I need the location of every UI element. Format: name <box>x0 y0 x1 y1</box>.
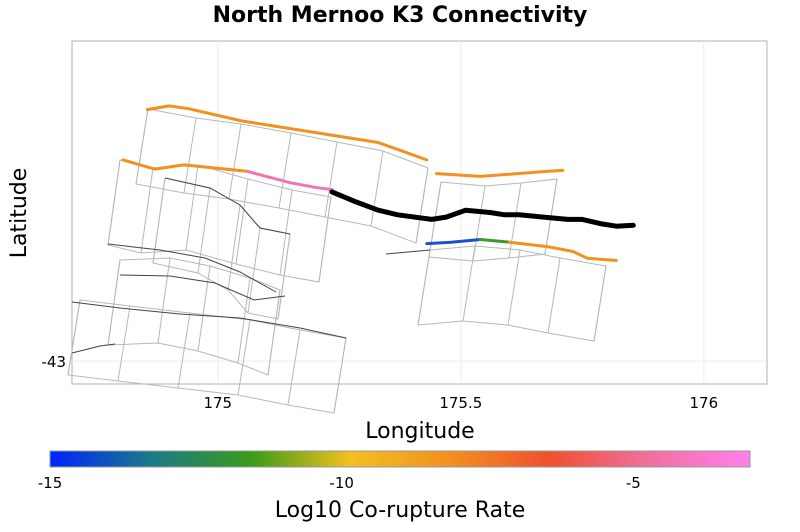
fault-outline-segment <box>185 164 199 251</box>
fault-outline-segment <box>318 196 332 283</box>
chart-title: North Mernoo K3 Connectivity <box>213 3 588 28</box>
colorbar-ticks: -15 -10 -5 <box>38 474 641 492</box>
fault-outline-segment <box>507 249 521 326</box>
connected-trace-0 <box>145 104 429 162</box>
fault-outline-segment <box>370 150 384 227</box>
fault-outline-segment <box>547 257 561 334</box>
connected-trace-2 <box>245 169 334 192</box>
unconnected-trace-0 <box>164 177 291 235</box>
fault-outline-segment <box>508 182 522 259</box>
fault-outline-segment <box>247 227 261 314</box>
connected-trace-6 <box>507 240 618 262</box>
fault-outline-segment <box>267 289 281 376</box>
connected-fault-traces <box>121 104 618 262</box>
x-axis-ticks: 175 175.5 176 <box>203 394 718 412</box>
connected-trace-3 <box>435 168 565 178</box>
unconnected-fault-traces <box>71 177 431 354</box>
fault-outline-segment <box>415 167 429 244</box>
fault-outline-segment <box>67 299 81 376</box>
x-tick-label-1: 175.5 <box>439 394 482 412</box>
unconnected-trace-4 <box>71 343 116 354</box>
colorbar-label: Log10 Co-rupture Rate <box>275 498 526 523</box>
y-axis-label: Latitude <box>7 168 32 259</box>
plot-background <box>71 40 768 385</box>
target-fault-trace <box>329 189 636 229</box>
y-axis-ticks: -43 <box>42 353 67 371</box>
fault-outline-segment <box>117 305 131 382</box>
fault-outline-segment <box>237 277 251 364</box>
fault-outline-segment <box>333 337 347 414</box>
fault-outline-segment <box>279 189 293 276</box>
colorbar <box>49 450 751 468</box>
fault-outline-segment <box>228 123 242 200</box>
fault-outline-segment <box>197 187 211 274</box>
fault-outline-segment <box>277 233 291 320</box>
target-fault <box>329 189 636 229</box>
connected-trace-1 <box>121 158 249 173</box>
fault-outline-segment <box>107 159 121 246</box>
colorbar-tick-label-0: -15 <box>38 474 63 492</box>
fault-outline-segment <box>235 178 249 265</box>
fault-outline-segment <box>197 265 211 352</box>
fault-outline-segment <box>462 245 476 322</box>
unconnected-trace-2 <box>119 274 286 301</box>
fault-outline-segment <box>135 108 149 185</box>
x-tick-label-2: 176 <box>689 394 718 412</box>
fault-outline-segment <box>237 319 251 396</box>
fault-outline-segment <box>227 204 241 291</box>
fault-outline-segment <box>152 177 166 264</box>
unconnected-trace-3 <box>71 301 347 339</box>
fault-outline-segment <box>157 257 171 344</box>
fault-outline-segment <box>417 249 431 326</box>
fault-outline-segment <box>140 167 154 254</box>
fault-outline-segment <box>324 141 338 218</box>
colorbar-tick-label-2: -5 <box>626 474 641 492</box>
connected-trace-4 <box>425 238 482 246</box>
x-tick-label-0: 175 <box>203 394 232 412</box>
fault-outline-segment <box>183 117 197 194</box>
unconnected-trace-5 <box>385 249 431 255</box>
fault-outline-segment <box>107 259 121 346</box>
connected-trace-5 <box>478 238 511 244</box>
fault-outline-segment <box>593 265 607 342</box>
plot-area <box>67 40 768 414</box>
fault-outline-segment <box>177 312 191 389</box>
fault-outline-segment <box>287 329 301 406</box>
unconnected-trace-1 <box>107 243 277 293</box>
y-tick-label-0: -43 <box>42 353 67 371</box>
fault-outline-segment <box>278 132 292 209</box>
colorbar-tick-label-1: -10 <box>329 474 354 492</box>
fault-outlines <box>67 108 607 414</box>
x-axis-label: Longitude <box>365 419 474 444</box>
gridlines <box>72 41 767 384</box>
